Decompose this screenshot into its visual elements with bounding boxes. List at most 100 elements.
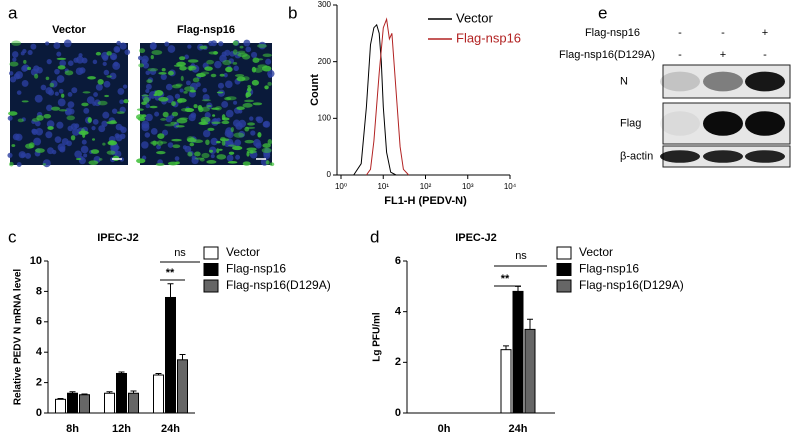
signal (236, 106, 245, 111)
bar (177, 359, 188, 414)
signal (207, 127, 215, 131)
signal (162, 111, 169, 118)
condition-sign: - (763, 49, 767, 61)
signal (267, 138, 273, 145)
nucleus (141, 120, 150, 129)
chart-title: IPEC-J2 (97, 232, 139, 244)
error-bar (130, 390, 137, 394)
signal (216, 91, 224, 94)
signal (251, 79, 260, 86)
signal (261, 147, 272, 154)
signal (176, 61, 186, 67)
nucleus (101, 120, 108, 127)
nucleus (245, 46, 252, 53)
nucleus (7, 152, 13, 158)
signal (139, 48, 146, 54)
x-tick-label: 10³ (462, 182, 474, 191)
nucleus (145, 103, 150, 109)
error-bar (69, 391, 76, 394)
y-tick-label: 6 (395, 255, 401, 267)
condition-sign: - (678, 49, 682, 61)
signal (143, 96, 150, 103)
condition-sign: - (678, 27, 682, 39)
signal (58, 109, 67, 112)
y-tick-label: 200 (318, 57, 332, 66)
signal (225, 66, 233, 73)
nucleus (71, 87, 78, 94)
nucleus (202, 87, 208, 93)
signal (8, 111, 18, 116)
nucleus (142, 62, 150, 69)
signal (136, 108, 144, 111)
signal (257, 43, 267, 48)
signal (222, 59, 232, 66)
signal (227, 160, 238, 164)
signal (34, 73, 39, 79)
nucleus (83, 153, 88, 158)
error-bar (81, 393, 88, 395)
signal (189, 89, 197, 93)
signal (194, 157, 205, 160)
signal (158, 71, 167, 75)
nucleus (21, 79, 29, 87)
signal (34, 148, 45, 153)
signal (230, 126, 235, 133)
legend-label: Vector (456, 10, 494, 25)
nucleus (15, 71, 23, 79)
nucleus (74, 150, 82, 159)
nucleus (7, 115, 13, 121)
panel-label: a (8, 3, 18, 22)
nucleus (16, 90, 22, 95)
signal (245, 92, 249, 99)
signal (49, 82, 55, 88)
nucleus (59, 146, 66, 153)
signal (244, 99, 254, 103)
nucleus (67, 101, 75, 108)
nucleus (31, 128, 37, 134)
nucleus (174, 156, 180, 161)
signal (211, 121, 221, 125)
signal (150, 140, 159, 145)
blot-label: Flag (620, 117, 641, 129)
signal (201, 99, 211, 102)
image-title: Vector (52, 24, 86, 36)
signal (246, 151, 250, 157)
signal (204, 66, 213, 71)
signal (42, 163, 46, 166)
nucleus (56, 51, 62, 57)
significance-label: ** (166, 267, 175, 279)
panel-label: d (370, 227, 379, 246)
error-bar (57, 398, 64, 400)
y-tick-label: 6 (36, 316, 42, 328)
nucleus (58, 88, 64, 94)
signal (70, 135, 76, 141)
nucleus (238, 119, 247, 128)
bar (165, 296, 176, 414)
signal (102, 142, 106, 146)
band (660, 111, 700, 136)
signal (158, 96, 169, 102)
signal (179, 65, 187, 71)
panel-label: c (8, 227, 17, 246)
signal (87, 76, 96, 80)
signal (206, 59, 214, 65)
signal (187, 59, 199, 63)
x-tick-label: 10¹ (377, 182, 389, 191)
nucleus (210, 137, 218, 146)
nucleus (83, 107, 90, 114)
bar (79, 394, 90, 414)
signal (164, 123, 175, 127)
nucleus (150, 127, 158, 135)
nucleus (210, 40, 217, 47)
nucleus (103, 80, 111, 88)
nucleus (233, 65, 239, 72)
x-tick-label: 8h (66, 423, 79, 435)
x-tick-label: 10⁰ (335, 182, 347, 191)
nucleus (119, 42, 127, 50)
nucleus (218, 41, 224, 47)
micrograph (135, 39, 275, 167)
legend-label: Vector (579, 245, 613, 259)
significance-label: ns (174, 247, 186, 259)
bar (153, 374, 164, 414)
